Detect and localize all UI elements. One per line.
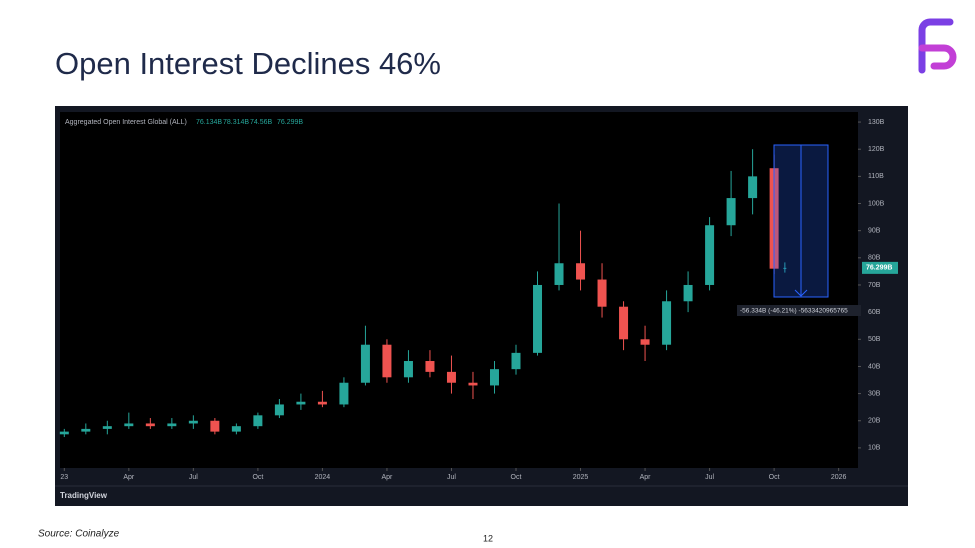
x-tick-label: Oct xyxy=(252,474,263,481)
candle-body xyxy=(619,306,629,340)
candle-body xyxy=(296,401,306,405)
candle-body xyxy=(576,263,586,280)
candle-body xyxy=(489,369,499,386)
y-tick-label: 130B xyxy=(868,119,885,126)
candle-body xyxy=(705,225,715,285)
candle-body xyxy=(274,404,284,416)
source: Source: Coinalyze xyxy=(38,529,120,540)
candle-body xyxy=(210,420,220,432)
last-price-label: 76.299B xyxy=(866,265,892,272)
x-tick-label: Oct xyxy=(511,474,522,481)
plot-area xyxy=(60,112,858,468)
candle-body xyxy=(683,284,693,302)
y-tick-label: 30B xyxy=(868,390,881,397)
logo xyxy=(918,18,957,74)
candle-body xyxy=(167,423,177,427)
x-tick-label: Jul xyxy=(447,474,456,481)
candle-body xyxy=(511,352,521,370)
candle-body xyxy=(554,263,564,285)
candle-body xyxy=(188,420,198,424)
last-price-tag xyxy=(862,261,898,274)
y-tick-label: 20B xyxy=(868,418,881,425)
ohlc-label: 78.314B xyxy=(223,119,249,126)
x-tick-label: 23 xyxy=(60,474,68,481)
x-tick-label: Jul xyxy=(705,474,714,481)
candle-body xyxy=(662,301,672,345)
candle-body xyxy=(533,284,543,353)
x-tick-label: Apr xyxy=(123,474,135,481)
candle-body xyxy=(726,198,736,226)
candle-body xyxy=(597,279,607,307)
ohlc-label: 76.134B xyxy=(196,119,222,126)
branding: TradingView xyxy=(60,491,108,500)
candle-body xyxy=(360,344,370,383)
candle-body xyxy=(145,423,155,427)
x-tick-label: 2025 xyxy=(573,474,589,481)
candle-body xyxy=(102,426,112,429)
y-tick-label: 120B xyxy=(868,146,885,153)
y-tick-label: 70B xyxy=(868,282,881,289)
candle-body xyxy=(748,176,758,199)
candle-body xyxy=(59,431,69,435)
y-tick-label: 50B xyxy=(868,336,881,343)
x-tick-label: Jul xyxy=(189,474,198,481)
candle-body xyxy=(231,426,241,432)
candle-body xyxy=(317,401,327,405)
candle-body xyxy=(81,428,91,432)
measure-arrowhead xyxy=(794,289,808,297)
candle-body xyxy=(124,423,134,427)
x-tick-label: Apr xyxy=(381,474,393,481)
y-tick-label: 100B xyxy=(868,200,885,207)
y-tick-label: 40B xyxy=(868,363,881,370)
ohlc-label: 74.56B xyxy=(250,119,273,126)
candle-body xyxy=(446,371,456,383)
y-tick-label: 10B xyxy=(868,445,881,452)
candle-body xyxy=(783,267,787,269)
candle-body xyxy=(640,339,650,345)
candle-body xyxy=(382,344,392,378)
y-tick-label: 90B xyxy=(868,228,881,235)
y-tick-label: 60B xyxy=(868,309,881,316)
y-tick-label: 110B xyxy=(868,173,884,180)
x-tick-label: 2026 xyxy=(831,474,847,481)
ohlc-label: 76.299B xyxy=(277,119,303,126)
candle-body xyxy=(425,361,435,372)
candle-body xyxy=(339,382,349,405)
slide-title: Open Interest Declines 46% xyxy=(55,46,441,81)
series-name: Aggregated Open Interest Global (ALL) xyxy=(65,119,187,126)
page-number: 12 xyxy=(483,533,493,543)
candle-body xyxy=(403,361,413,378)
x-tick-label: Oct xyxy=(769,474,780,481)
candle-body xyxy=(468,382,478,386)
y-tick-label: 80B xyxy=(868,255,881,262)
x-tick-label: 2024 xyxy=(315,474,331,481)
measure-label-bg xyxy=(737,305,861,316)
x-tick-label: Apr xyxy=(640,474,652,481)
candle-body xyxy=(253,415,263,427)
measure-label: -56.334B (-46.21%) -5633420965765 xyxy=(740,308,848,315)
